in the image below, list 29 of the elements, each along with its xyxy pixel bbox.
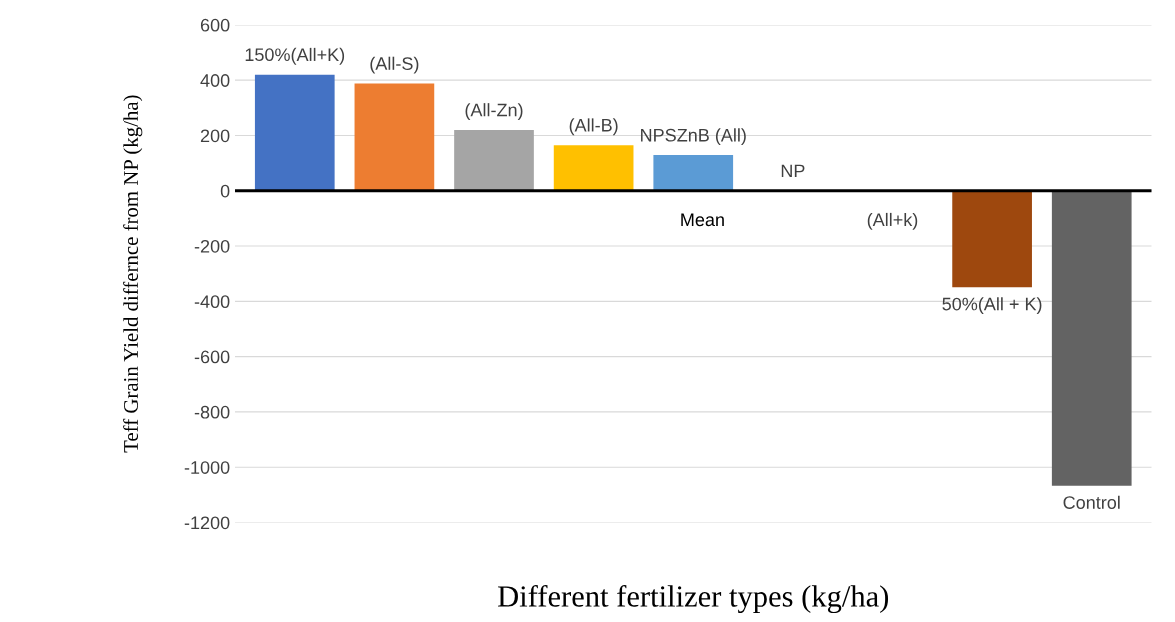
y-tick-label: -800 — [194, 405, 230, 419]
bar — [653, 155, 734, 191]
x-tick-label: (All-B) — [569, 118, 618, 136]
x-axis-title: Different fertilizer types (kg/ha) — [498, 584, 889, 614]
x-tick-label: Control — [1063, 495, 1120, 509]
y-axis-title: Teff Grain Yield differnce from NP (kg/ha) — [123, 95, 143, 453]
y-tick-label: -200 — [194, 239, 230, 253]
bar — [553, 145, 634, 191]
y-tick-label: 600 — [200, 18, 230, 32]
y-tick-label: -1000 — [184, 461, 230, 474]
bar — [354, 83, 435, 191]
y-tick-label: 0 — [220, 184, 230, 198]
x-tick-label: 150%(All+K) — [245, 47, 345, 65]
x-tick-label: NPSZnB (All) — [641, 128, 746, 146]
y-tick-label: 400 — [200, 74, 230, 87]
bar — [952, 190, 1032, 288]
bar — [254, 74, 335, 191]
bar — [1051, 190, 1132, 486]
y-tick-label: -1200 — [184, 516, 230, 530]
bar — [454, 129, 534, 191]
x-tick-label: 50%(All + K) — [942, 297, 1042, 314]
x-tick-label: (All+k) — [867, 212, 918, 230]
y-tick-label: -400 — [194, 295, 230, 309]
x-tick-label: (All-S) — [370, 56, 419, 74]
y-tick-label: 200 — [200, 129, 230, 143]
x-tick-label: (All-Zn) — [465, 103, 523, 120]
x-tick-label: NP — [781, 164, 805, 178]
annotation: Mean — [681, 213, 724, 227]
y-tick-label: -600 — [194, 350, 230, 364]
